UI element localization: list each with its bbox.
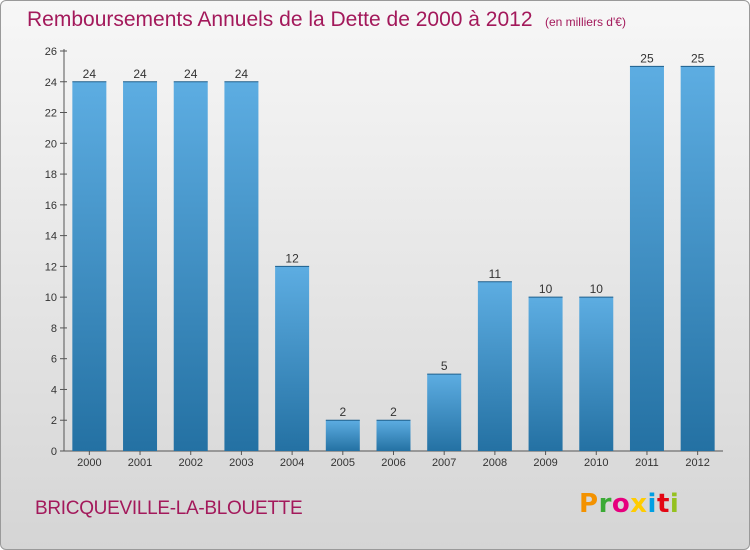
- bar: [325, 420, 360, 451]
- data-label: 24: [133, 67, 147, 81]
- data-label: 2: [390, 405, 397, 419]
- logo-letter: o: [611, 489, 631, 519]
- chart-unit-text: (en milliers d'€): [544, 15, 626, 29]
- x-tick-label: 2002: [178, 457, 202, 469]
- data-label: 11: [489, 267, 502, 281]
- y-tick-label: 14: [45, 231, 57, 243]
- x-tick-label: 2004: [280, 457, 304, 469]
- bar: [579, 297, 614, 451]
- proxiti-logo: Proxiti: [579, 489, 679, 519]
- data-label: 2: [339, 405, 346, 419]
- data-label: 25: [640, 51, 654, 65]
- bar: [72, 81, 107, 452]
- x-tick-label: 2009: [533, 457, 557, 469]
- x-tick-label: 2008: [483, 457, 507, 469]
- logo-letter: P: [579, 489, 599, 519]
- x-tick-label: 2001: [128, 457, 152, 469]
- bar: [629, 66, 664, 451]
- logo-letter: i: [647, 489, 657, 519]
- x-tick-label: 2011: [635, 457, 659, 469]
- y-tick-label: 0: [51, 446, 57, 458]
- x-tick-label: 2010: [584, 457, 608, 469]
- logo-letter: i: [669, 489, 680, 519]
- chart-title-text: Remboursements Annuels de la Dette de 20…: [27, 8, 533, 31]
- bar: [123, 81, 158, 452]
- y-tick-label: 4: [51, 384, 57, 396]
- bar: [680, 66, 715, 451]
- y-tick-label: 24: [45, 77, 57, 89]
- bar: [528, 297, 563, 451]
- x-tick-label: 2000: [77, 457, 101, 469]
- x-tick-label: 2007: [432, 457, 456, 469]
- bar: [427, 374, 462, 451]
- logo-letter: r: [598, 489, 612, 519]
- y-tick-label: 2: [51, 415, 57, 427]
- x-tick-label: 2003: [229, 457, 253, 469]
- logo-letter: x: [630, 489, 648, 519]
- y-tick-label: 10: [45, 292, 57, 304]
- data-label: 24: [235, 67, 249, 81]
- y-tick-label: 6: [51, 354, 57, 366]
- bar: [173, 81, 208, 452]
- data-label: 25: [691, 51, 705, 65]
- x-tick-label: 2006: [381, 457, 405, 469]
- y-tick-label: 8: [51, 323, 57, 335]
- bar: [275, 266, 310, 451]
- city-name: BRICQUEVILLE-LA-BLOUETTE: [35, 498, 303, 519]
- y-tick-label: 20: [45, 138, 57, 150]
- data-label: 12: [285, 251, 299, 265]
- x-tick-label: 2005: [331, 457, 355, 469]
- logo-letter: t: [656, 489, 670, 519]
- y-tick-label: 18: [45, 169, 57, 181]
- bar: [477, 281, 512, 451]
- y-tick-label: 12: [45, 261, 57, 273]
- data-label: 24: [83, 67, 97, 81]
- bar: [224, 81, 259, 452]
- y-tick-label: 16: [45, 200, 57, 212]
- data-label: 5: [441, 359, 448, 373]
- data-label: 10: [590, 282, 604, 296]
- chart-title: Remboursements Annuels de la Dette de 20…: [27, 8, 626, 32]
- y-tick-label: 26: [45, 46, 57, 58]
- data-label: 10: [539, 282, 553, 296]
- data-label: 24: [184, 67, 198, 81]
- y-tick-label: 22: [45, 108, 57, 120]
- x-tick-label: 2012: [685, 457, 709, 469]
- bar: [376, 420, 411, 451]
